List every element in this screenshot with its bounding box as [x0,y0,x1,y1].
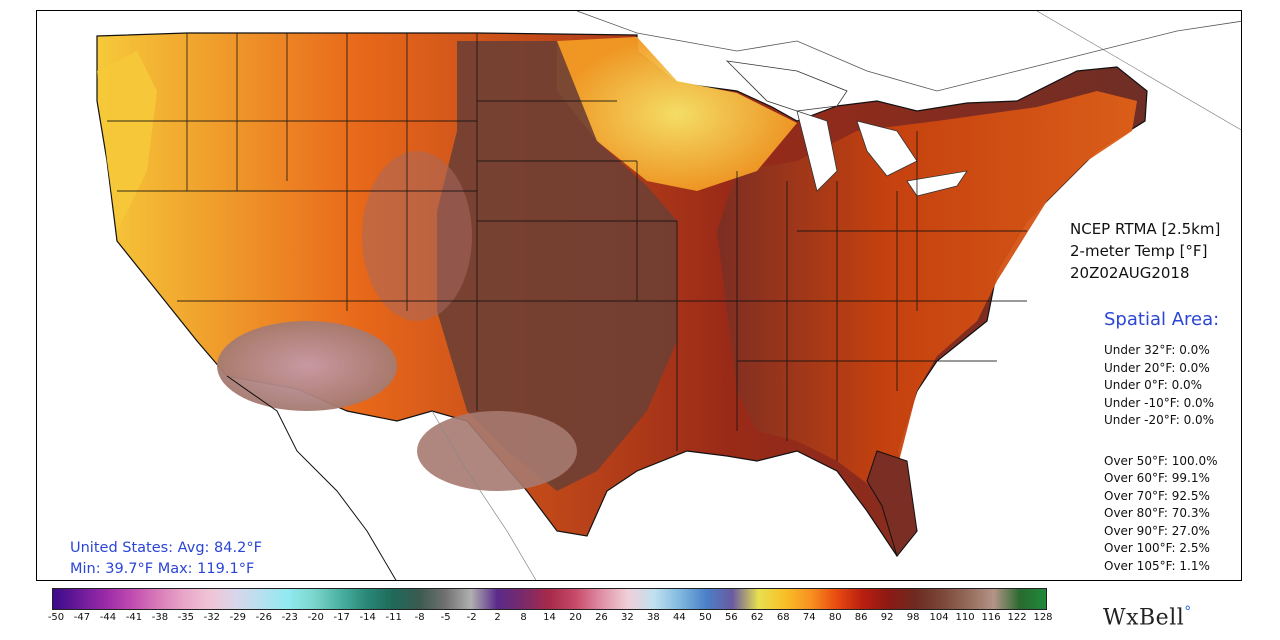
colorbar-tick-label: 38 [647,612,660,623]
state-borders [107,33,1027,461]
colorbar-tick-label: -32 [203,612,220,623]
over-50: Over 50°F: 100.0% [1104,453,1218,468]
colorbar-tick-label: 122 [1007,612,1027,623]
colorbar-tick-label: 116 [981,612,1001,623]
colorbar-tick-label: -47 [73,612,91,623]
over-60: Over 60°F: 99.1% [1104,471,1210,485]
map-frame [36,10,1242,581]
colorbar-tick-label: 56 [724,612,738,623]
great-lakes [725,60,968,197]
colorbar-tick-label: -17 [333,612,350,623]
us-min-max: Min: 39.7°F Max: 119.1°F [70,561,255,577]
wxbell-logo-dot-icon: ° [1184,604,1192,620]
under-32: Under 32°F: 0.0% [1104,343,1210,357]
colorbar-tick-label: -50 [47,612,65,623]
colorbar-tick-label: 20 [569,612,582,623]
product-valid-time: 20Z02AUG2018 [1070,264,1190,282]
colorbar-tick-label: -8 [414,612,425,623]
colorbar-tick-label: -11 [385,612,402,623]
over-105: Over 105°F: 1.1% [1104,558,1210,573]
under-minus-10: Under -10°F: 0.0% [1104,395,1215,410]
colorbar-tick-label: -26 [255,612,272,623]
colorbar-tick-label: 74 [802,612,816,623]
colorbar [52,588,1047,610]
temperature-map [96,11,1241,580]
colorbar-tick-label: 92 [880,612,894,623]
spatial-area-list: Under 32°F: 0.0% Under 20°F: 0.0% Under … [1104,342,1218,575]
colorbar-tick-label: -44 [99,612,117,623]
colorbar-tick-label: -23 [281,612,298,623]
colorbar-tick-label: 110 [955,612,975,623]
us-avg: United States: Avg: 84.2°F [70,540,262,556]
colorbar-tick-label: 98 [906,612,920,623]
wxbell-logo-text: WxBell [1103,605,1185,631]
colorbar-tick-label: -14 [359,612,376,623]
colorbar-tick-label: 44 [672,612,686,623]
colorbar-tick-label: -2 [466,612,477,623]
colorbar-ticks: -50 -47 -44 -41 -38 -35 -32 -29 -26 -23 -20 -17 -14-… [48,612,1053,626]
colorbar-tick-label: 50 [698,612,712,623]
colorbar-tick-label: 26 [595,612,608,623]
colorbar-tick-label: 86 [854,612,868,623]
colorbar-tick-label: -29 [229,612,246,623]
over-80: Over 80°F: 70.3% [1104,506,1210,520]
under-minus-20: Under -20°F: 0.0% [1104,413,1215,427]
colorbar-tick-label: -41 [125,612,143,623]
colorbar-tick-label: 32 [621,612,634,623]
colorbar-tick-label: 68 [776,612,790,623]
over-90: Over 90°F: 27.0% [1104,523,1210,538]
colorbar-tick-label: 14 [543,612,556,623]
colorbar-tick-label: 104 [929,612,949,623]
colorbar-tick-label: 2 [494,612,501,623]
product-variable: 2-meter Temp [°F] [1070,242,1208,260]
product-info: NCEP RTMA [2.5km] 2-meter Temp [°F] 20Z0… [1070,218,1220,284]
over-100: Over 100°F: 2.5% [1104,541,1210,555]
colorbar-tick-label: 62 [750,612,764,623]
colorbar-tick-label: -5 [440,612,451,623]
colorbar-tick-label: -35 [177,612,195,623]
under-20: Under 20°F: 0.0% [1104,360,1210,375]
colorbar-tick-label: -38 [151,612,169,623]
colorbar-tick-label: 8 [520,612,527,623]
us-stats: United States: Avg: 84.2°F Min: 39.7°F M… [70,538,262,580]
wxbell-logo: WxBell° [1103,604,1192,630]
colorbar-tick-label: 128 [1033,612,1053,623]
over-70: Over 70°F: 92.5% [1104,488,1210,503]
spatial-area-title: Spatial Area: [1104,309,1220,330]
under-0: Under 0°F: 0.0% [1104,378,1203,392]
product-name: NCEP RTMA [2.5km] [1070,220,1221,238]
colorbar-tick-label: 80 [828,612,842,623]
colorbar-tick-label: -20 [307,612,324,623]
